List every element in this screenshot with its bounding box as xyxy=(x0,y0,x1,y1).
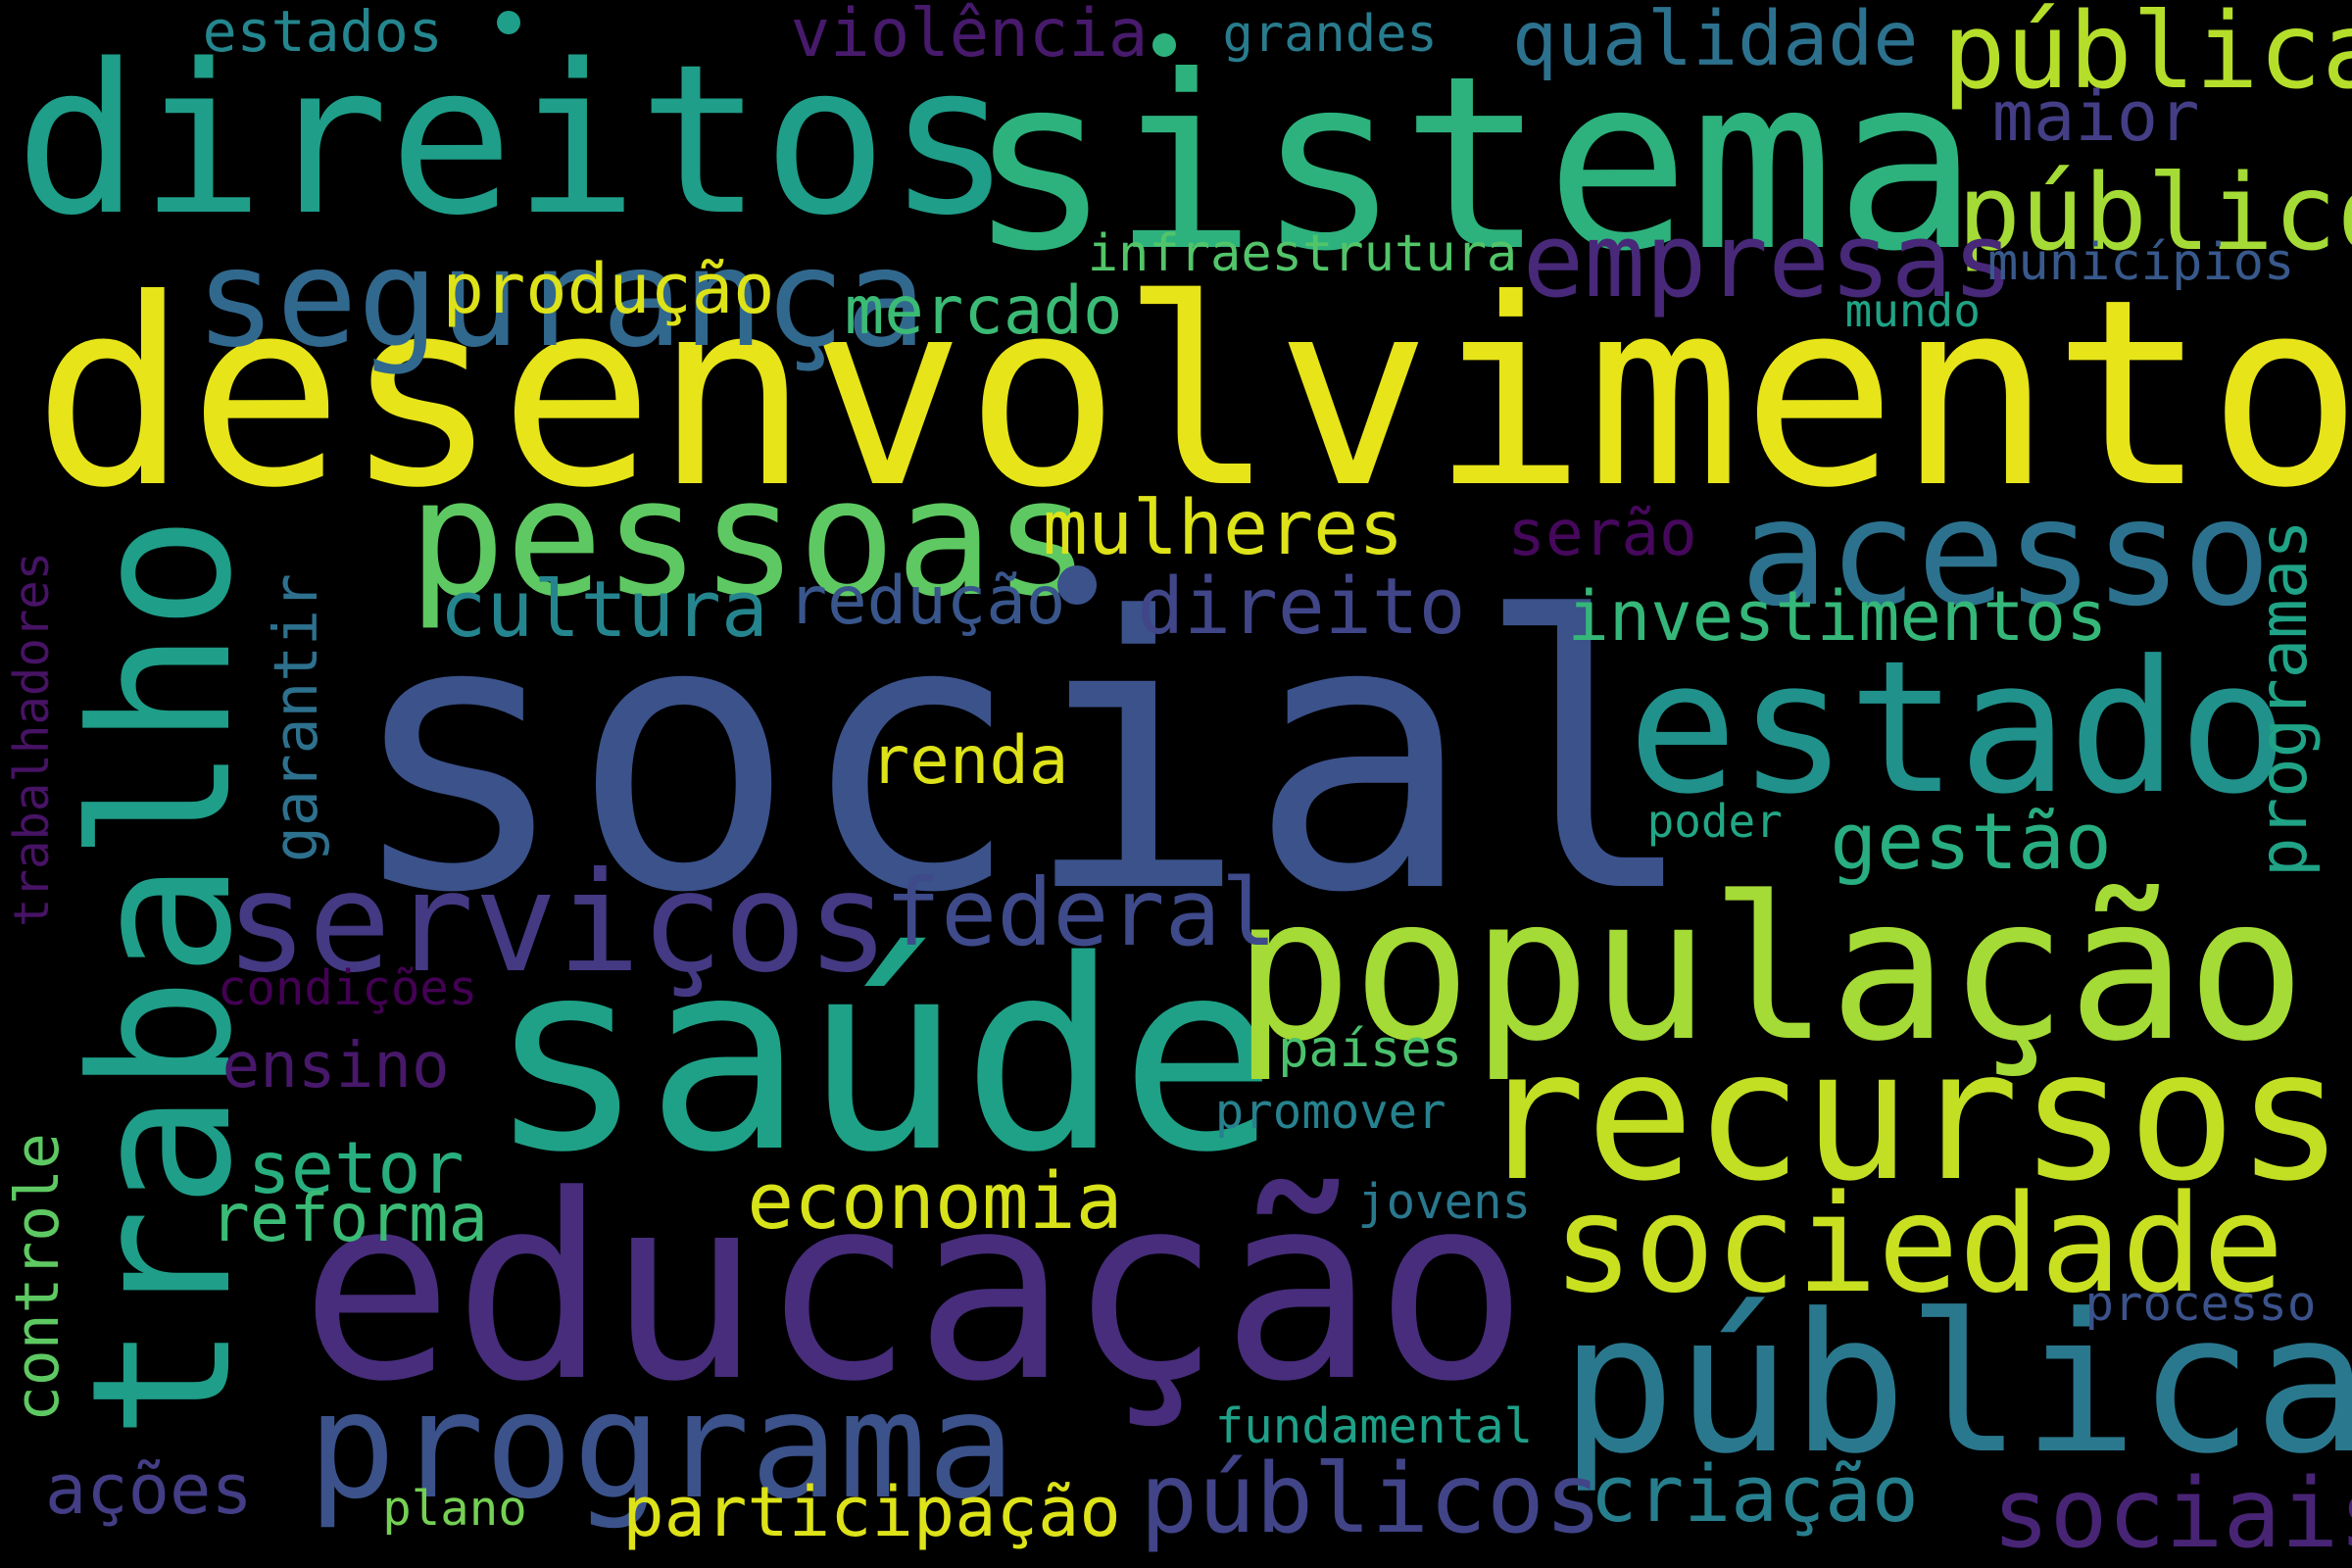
word-renda: renda xyxy=(869,721,1069,800)
word-programas: programas xyxy=(2243,519,2322,878)
word-cultura: cultura xyxy=(439,563,768,655)
word-direitos: direitos xyxy=(15,20,1012,262)
word-saude: saúde xyxy=(487,904,1278,1210)
word-pessoas: pessoas xyxy=(408,443,1091,632)
word-estados: estados xyxy=(202,0,443,66)
word-mulheres: mulheres xyxy=(1042,485,1404,573)
word-social: social xyxy=(345,538,1700,975)
word-trabalhadores: trabalhadores xyxy=(3,551,60,927)
word-acesso: acesso xyxy=(1740,467,2272,639)
word-reforma: reforma xyxy=(210,1179,489,1257)
word-economia: economia xyxy=(747,1155,1123,1248)
word-qualidade: qualidade xyxy=(1511,0,1919,84)
word-violencia: violência xyxy=(790,0,1149,72)
word-poder: poder xyxy=(1646,794,1783,848)
word-gestao: gestão xyxy=(1830,795,2112,887)
word-sociedade: sociedade xyxy=(1552,1165,2284,1323)
word-programa: programa xyxy=(307,1360,1016,1532)
word-recursos: recursos xyxy=(1477,1012,2345,1222)
word-infraestrutura: infraestrutura xyxy=(1087,223,1518,283)
word-maior: maior xyxy=(1991,76,2200,158)
dot-mark xyxy=(1152,32,1176,58)
word-publico: público xyxy=(1957,153,2352,275)
word-federal: federal xyxy=(885,858,1277,967)
word-municipios: municípios xyxy=(1987,232,2295,292)
word-setor: setor xyxy=(247,1126,465,1210)
word-mercado: mercado xyxy=(844,271,1123,350)
word-publica: pública xyxy=(1559,1273,2352,1497)
word-processo: processo xyxy=(2084,1275,2317,1332)
word-promover: promover xyxy=(1214,1083,1446,1140)
word-populacao: população xyxy=(1233,853,2306,1085)
word-empresas: empresas xyxy=(1522,201,2014,321)
word-fundamental: fundamental xyxy=(1214,1398,1534,1455)
word-reducao: redução xyxy=(787,561,1066,639)
word-direito: direito xyxy=(1137,560,1466,652)
word-estado: estado xyxy=(1627,621,2289,835)
word-grandes: grandes xyxy=(1222,5,1438,65)
word-publicos: públicos xyxy=(1140,1443,1602,1555)
word-paises: países xyxy=(1278,1020,1463,1080)
word-garantir: garantir xyxy=(262,573,332,863)
dot-mark xyxy=(1057,565,1097,605)
word-sistema: sistema xyxy=(967,24,1980,304)
word-educacao: educação xyxy=(300,1141,1529,1439)
word-participacao: participação xyxy=(622,1471,1121,1552)
word-serao: serão xyxy=(1507,496,1697,570)
word-ensino: ensino xyxy=(221,1029,450,1103)
word-plano: plano xyxy=(382,1481,527,1538)
word-investimentos: investimentos xyxy=(1567,575,2108,657)
word-sociais: sociais xyxy=(1991,1457,2352,1568)
word-servicos: serviços xyxy=(224,843,890,1004)
word-seguranca: segurança xyxy=(194,220,927,378)
word-criacao: criação xyxy=(1590,1447,1919,1540)
word-condicoes: condições xyxy=(217,960,478,1017)
word-controle: controle xyxy=(2,1133,73,1423)
word-acoes: ações xyxy=(44,1448,253,1530)
word-jovens: jovens xyxy=(1357,1173,1532,1230)
dot-mark xyxy=(496,10,521,35)
word-publicas: públicas xyxy=(1942,0,2352,113)
word-producao: produção xyxy=(442,249,775,330)
word-mundo: mundo xyxy=(1844,284,1981,338)
word-desenvolvimento: desenvolvimento xyxy=(32,245,2352,546)
